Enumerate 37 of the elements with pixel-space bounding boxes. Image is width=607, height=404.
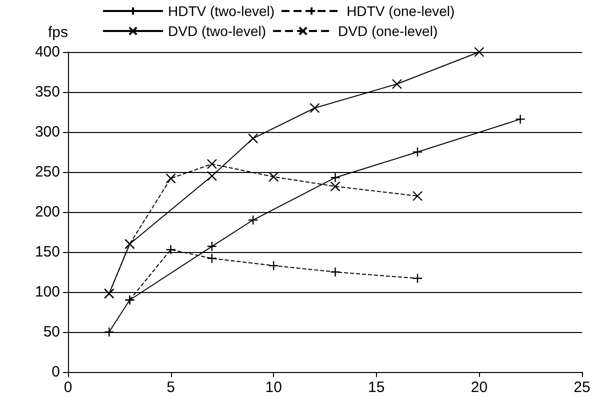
y-tick-label: 350 bbox=[34, 84, 60, 100]
y-axis-title: fps bbox=[48, 24, 68, 41]
point bbox=[268, 172, 279, 182]
y-tick-label: 100 bbox=[34, 284, 60, 300]
y-tick-label: 150 bbox=[34, 244, 60, 260]
x-tick-label: 10 bbox=[265, 379, 282, 396]
point bbox=[310, 102, 320, 114]
y-tick-label: 0 bbox=[52, 364, 60, 380]
point bbox=[248, 214, 258, 226]
point bbox=[515, 114, 526, 124]
point bbox=[474, 46, 484, 58]
point bbox=[206, 241, 218, 252]
point bbox=[412, 273, 423, 284]
legend-label: DVD (two-level) bbox=[168, 23, 266, 39]
y-tick-label: 400 bbox=[34, 44, 60, 60]
x-tick-label: 20 bbox=[470, 379, 488, 396]
point bbox=[412, 190, 423, 202]
point bbox=[166, 173, 176, 184]
y-tick-label: 250 bbox=[34, 164, 60, 180]
point bbox=[268, 260, 279, 271]
point bbox=[392, 78, 402, 90]
y-tick-label: 200 bbox=[34, 204, 60, 220]
x-tick-label: 25 bbox=[574, 379, 590, 396]
legend-label: HDTV (two-level) bbox=[168, 3, 275, 19]
point bbox=[330, 172, 340, 183]
y-tick-label: 300 bbox=[34, 124, 60, 140]
point bbox=[330, 181, 340, 192]
point bbox=[412, 146, 423, 158]
point bbox=[206, 253, 218, 264]
point bbox=[330, 266, 340, 278]
x-tick-label: 0 bbox=[64, 379, 72, 396]
x-tick-label: 5 bbox=[166, 379, 175, 396]
point bbox=[248, 133, 258, 144]
x-tick-label: 15 bbox=[368, 379, 385, 396]
legend-label: HDTV (one-level) bbox=[346, 3, 455, 19]
legend-label: DVD (one-level) bbox=[338, 23, 438, 39]
y-tick-label: 50 bbox=[43, 324, 60, 340]
